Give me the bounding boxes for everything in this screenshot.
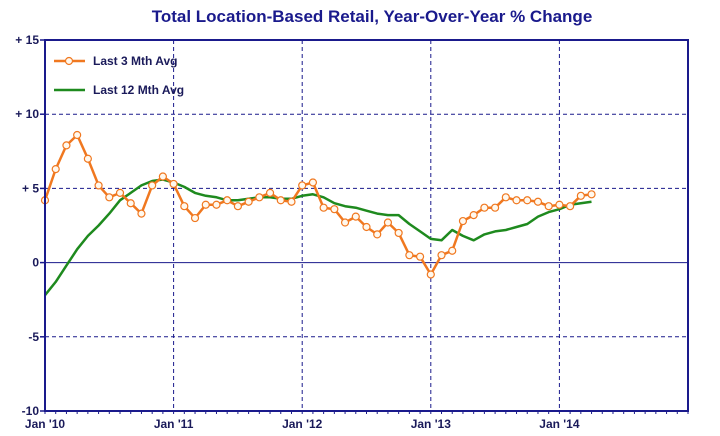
data-point-3-month	[383, 218, 393, 227]
data-point-3-month	[169, 179, 178, 189]
series-line-3-month	[43, 133, 592, 276]
y-tick-label: -5	[28, 330, 39, 344]
data-point-3-month	[73, 130, 82, 140]
x-tick-label: Jan '12	[282, 417, 323, 431]
data-point-3-month	[298, 181, 307, 190]
data-point-3-month	[405, 251, 414, 260]
y-tick-label: 0	[32, 256, 39, 270]
y-tick-label: -10	[22, 404, 40, 418]
x-tick-label: Jan '13	[411, 417, 452, 431]
data-point-3-month	[415, 252, 425, 261]
data-point-3-month	[51, 165, 60, 174]
data-point-3-month	[180, 202, 189, 211]
data-point-3-month	[148, 181, 157, 190]
data-point-3-month	[244, 197, 253, 206]
x-tick-label: Jan '14	[539, 417, 580, 431]
data-point-3-month	[201, 200, 210, 209]
chart-title: Total Location-Based Retail, Year-Over-Y…	[152, 7, 593, 26]
data-point-3-month	[287, 197, 296, 206]
data-point-3-month	[533, 197, 543, 206]
data-point-3-month	[340, 218, 350, 227]
data-point-3-month	[276, 196, 285, 205]
legend-label-12-month: Last 12 Mth Avg	[93, 83, 184, 97]
data-point-3-month	[83, 154, 92, 163]
legend: Last 3 Mth Avg Last 12 Mth Avg	[54, 54, 184, 97]
data-point-3-month	[62, 141, 71, 150]
y-tick-label: + 10	[15, 107, 39, 121]
x-tick-label: Jan '11	[154, 417, 194, 431]
data-point-3-month	[555, 200, 564, 209]
legend-label-3-month: Last 3 Mth Avg	[93, 54, 177, 68]
data-point-3-month	[255, 193, 264, 202]
plot-frame	[44, 39, 689, 412]
data-point-3-month	[373, 230, 382, 239]
data-point-3-month	[544, 202, 553, 211]
data-point-3-month	[115, 188, 125, 197]
data-point-3-month	[94, 181, 103, 190]
data-point-3-month	[512, 196, 521, 205]
y-tick-label: + 15	[15, 33, 39, 47]
data-point-3-month	[190, 213, 200, 223]
data-point-3-month	[212, 200, 221, 209]
data-point-3-month	[158, 172, 167, 181]
data-point-3-month	[319, 203, 328, 212]
data-point-3-month	[523, 196, 532, 205]
data-point-3-month	[265, 188, 275, 197]
data-point-3-month	[308, 178, 318, 187]
data-point-3-month	[448, 246, 457, 255]
data-point-3-month	[437, 251, 446, 260]
data-point-3-month	[394, 228, 403, 238]
data-point-3-month	[223, 196, 232, 205]
data-point-3-month	[426, 270, 435, 279]
data-point-3-month	[362, 222, 371, 232]
data-point-3-month	[105, 193, 114, 202]
data-point-3-month	[587, 190, 596, 199]
data-point-3-month	[126, 199, 135, 208]
series-group	[40, 130, 596, 296]
data-point-3-month	[501, 193, 510, 202]
data-point-3-month	[566, 202, 575, 211]
data-point-3-month	[458, 216, 468, 226]
data-point-3-month	[469, 211, 478, 220]
x-tick-label: Jan '10	[25, 417, 66, 431]
data-point-3-month	[233, 202, 242, 211]
data-point-3-month	[576, 191, 585, 200]
data-point-3-month	[330, 205, 339, 214]
legend-marker-3-month	[64, 56, 74, 66]
data-point-3-month	[137, 209, 146, 218]
data-point-3-month	[491, 203, 500, 212]
y-tick-label: + 5	[22, 181, 39, 195]
data-point-3-month	[351, 212, 360, 221]
data-point-3-month	[480, 203, 489, 212]
